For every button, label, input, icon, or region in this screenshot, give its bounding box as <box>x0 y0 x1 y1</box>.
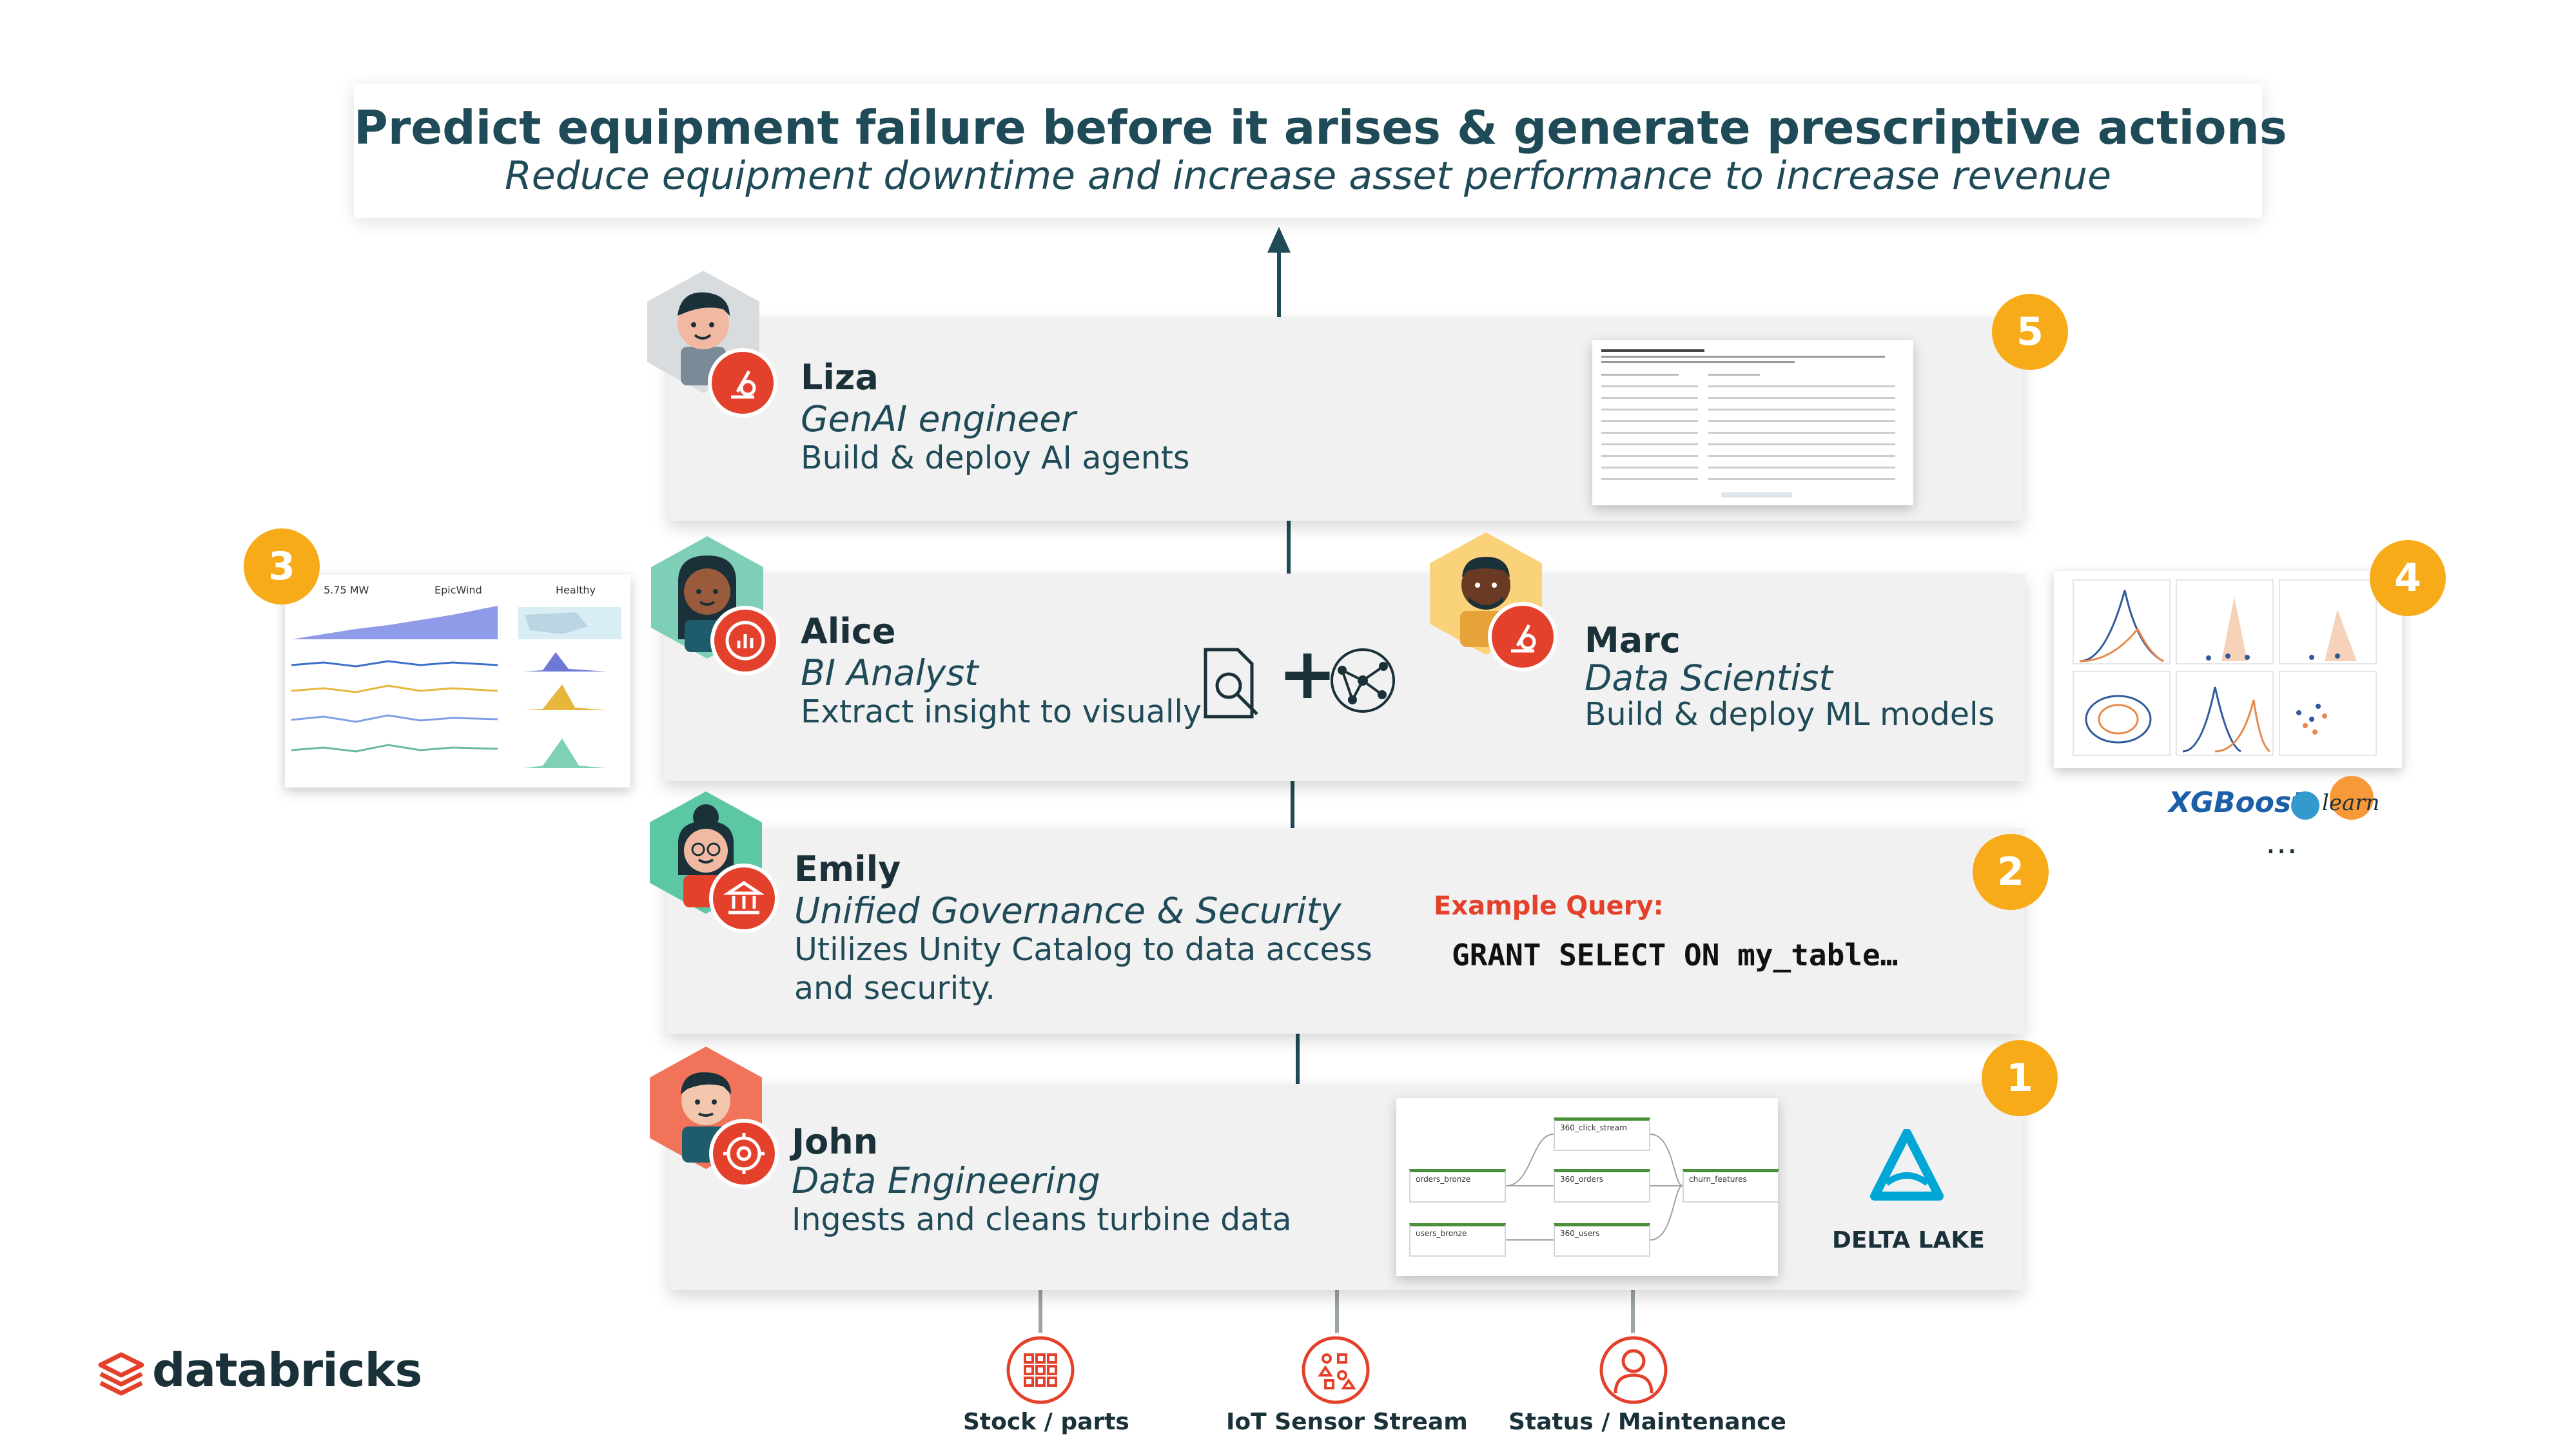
persona-role: Data Scientist <box>1585 657 1833 699</box>
persona-description: Extract insight to visually <box>801 693 1202 730</box>
search-document-icon <box>1204 648 1258 719</box>
delta-lake-label: DELTA LAKE <box>1832 1227 1985 1253</box>
persona-role: BI Analyst <box>801 652 979 693</box>
stage-card-governance: Emily Unified Governance & Security Util… <box>667 828 2024 1034</box>
step-badge-4: 4 <box>2370 540 2446 616</box>
kpi-status: Healthy <box>556 584 596 596</box>
persona-description: Build & deploy AI agents <box>801 440 1190 476</box>
step-badge-2: 2 <box>1973 834 2049 910</box>
dashboard-charts <box>291 606 621 768</box>
persona-description: Utilizes Unity Catalog to data access <box>794 931 1372 968</box>
dag-node: churn_features <box>1683 1169 1779 1203</box>
step-badge-1: 1 <box>1982 1040 2058 1116</box>
header-banner: Predict equipment failure before it aris… <box>354 84 2287 218</box>
parts-grid-icon <box>1006 1336 1075 1404</box>
persona-name: Emily <box>794 849 901 889</box>
kpi-power: 5.75 MW <box>324 584 369 596</box>
stage-card-genai: Liza GenAI engineer Build & deploy AI ag… <box>669 317 2023 521</box>
page-title: Predict equipment failure before it aris… <box>354 101 2287 155</box>
work-orders-table-lines <box>1601 349 1895 498</box>
persona-name: Liza <box>801 357 879 398</box>
work-orders-table-thumbnail <box>1592 340 1913 505</box>
persona-description: Ingests and cleans turbine data <box>792 1201 1292 1238</box>
databricks-logo-text: databricks <box>152 1343 422 1397</box>
example-query-code: GRANT SELECT ON my_table… <box>1452 938 1898 972</box>
dag-node: orders_bronze <box>1409 1169 1506 1203</box>
databricks-logo-icon <box>98 1352 144 1396</box>
microscope-icon <box>708 348 777 418</box>
dag-node: 360_click_stream <box>1554 1117 1650 1151</box>
persona-name: Marc <box>1585 620 1681 661</box>
persona-role: Data Engineering <box>792 1160 1100 1201</box>
delta-lake-icon <box>1870 1129 1944 1201</box>
bank-building-icon <box>709 864 779 933</box>
page-subtitle: Reduce equipment downtime and increase a… <box>505 153 2111 198</box>
example-query-label: Example Query: <box>1434 891 1664 921</box>
sensor-stream-icon <box>1302 1336 1370 1404</box>
pairplot-charts <box>2073 579 2377 756</box>
step-badge-3: 3 <box>244 528 320 604</box>
source-label-stock: Stock / parts <box>963 1409 1129 1435</box>
persona-role: GenAI engineer <box>801 398 1076 440</box>
sklearn-learn-text: learn <box>2322 790 2380 816</box>
network-icon <box>1331 648 1395 713</box>
pipeline-dag-thumbnail: 360_click_stream orders_bronze 360_order… <box>1396 1098 1779 1276</box>
avatar-alice <box>646 536 780 675</box>
dag-node: 360_users <box>1554 1223 1650 1257</box>
avatar-marc <box>1425 532 1557 672</box>
avatar-emily <box>645 791 779 933</box>
avatar-john <box>645 1047 779 1188</box>
persona-description: Build & deploy ML models <box>1585 696 1995 733</box>
kpi-turbine: EpicWind <box>434 584 482 596</box>
person-status-icon <box>1599 1336 1668 1404</box>
step-badge-5: 5 <box>1992 294 2068 370</box>
persona-name: Alice <box>801 611 896 652</box>
microscope-icon <box>1488 602 1557 672</box>
sklearn-logo: learn <box>2287 776 2380 827</box>
more-libraries-ellipsis: … <box>2265 824 2298 861</box>
persona-description-line2: and security. <box>794 970 995 1007</box>
stage-card-analytics: Alice BI Analyst Extract insight to visu… <box>664 574 2025 781</box>
plus-icon: + <box>1278 632 1338 715</box>
dashboard-thumbnail: 5.75 MW EpicWind Healthy <box>285 575 630 788</box>
chart-bars-icon <box>710 606 780 675</box>
source-label-iot: IoT Sensor Stream <box>1226 1409 1468 1435</box>
gear-wrench-icon <box>709 1119 779 1188</box>
dag-node: users_bronze <box>1409 1223 1506 1257</box>
source-label-status: Status / Maintenance <box>1508 1409 1786 1435</box>
persona-name: John <box>792 1121 879 1162</box>
pipeline-dag-edges <box>1505 1134 1683 1241</box>
persona-role: Unified Governance & Security <box>794 890 1342 931</box>
stage-card-engineering: John Data Engineering Ingests and cleans… <box>669 1084 2023 1290</box>
ml-plots-thumbnail <box>2054 571 2402 768</box>
dag-node: 360_orders <box>1554 1169 1650 1203</box>
avatar-liza <box>642 271 777 418</box>
xgboost-logo: XGBoost <box>2169 786 2305 819</box>
